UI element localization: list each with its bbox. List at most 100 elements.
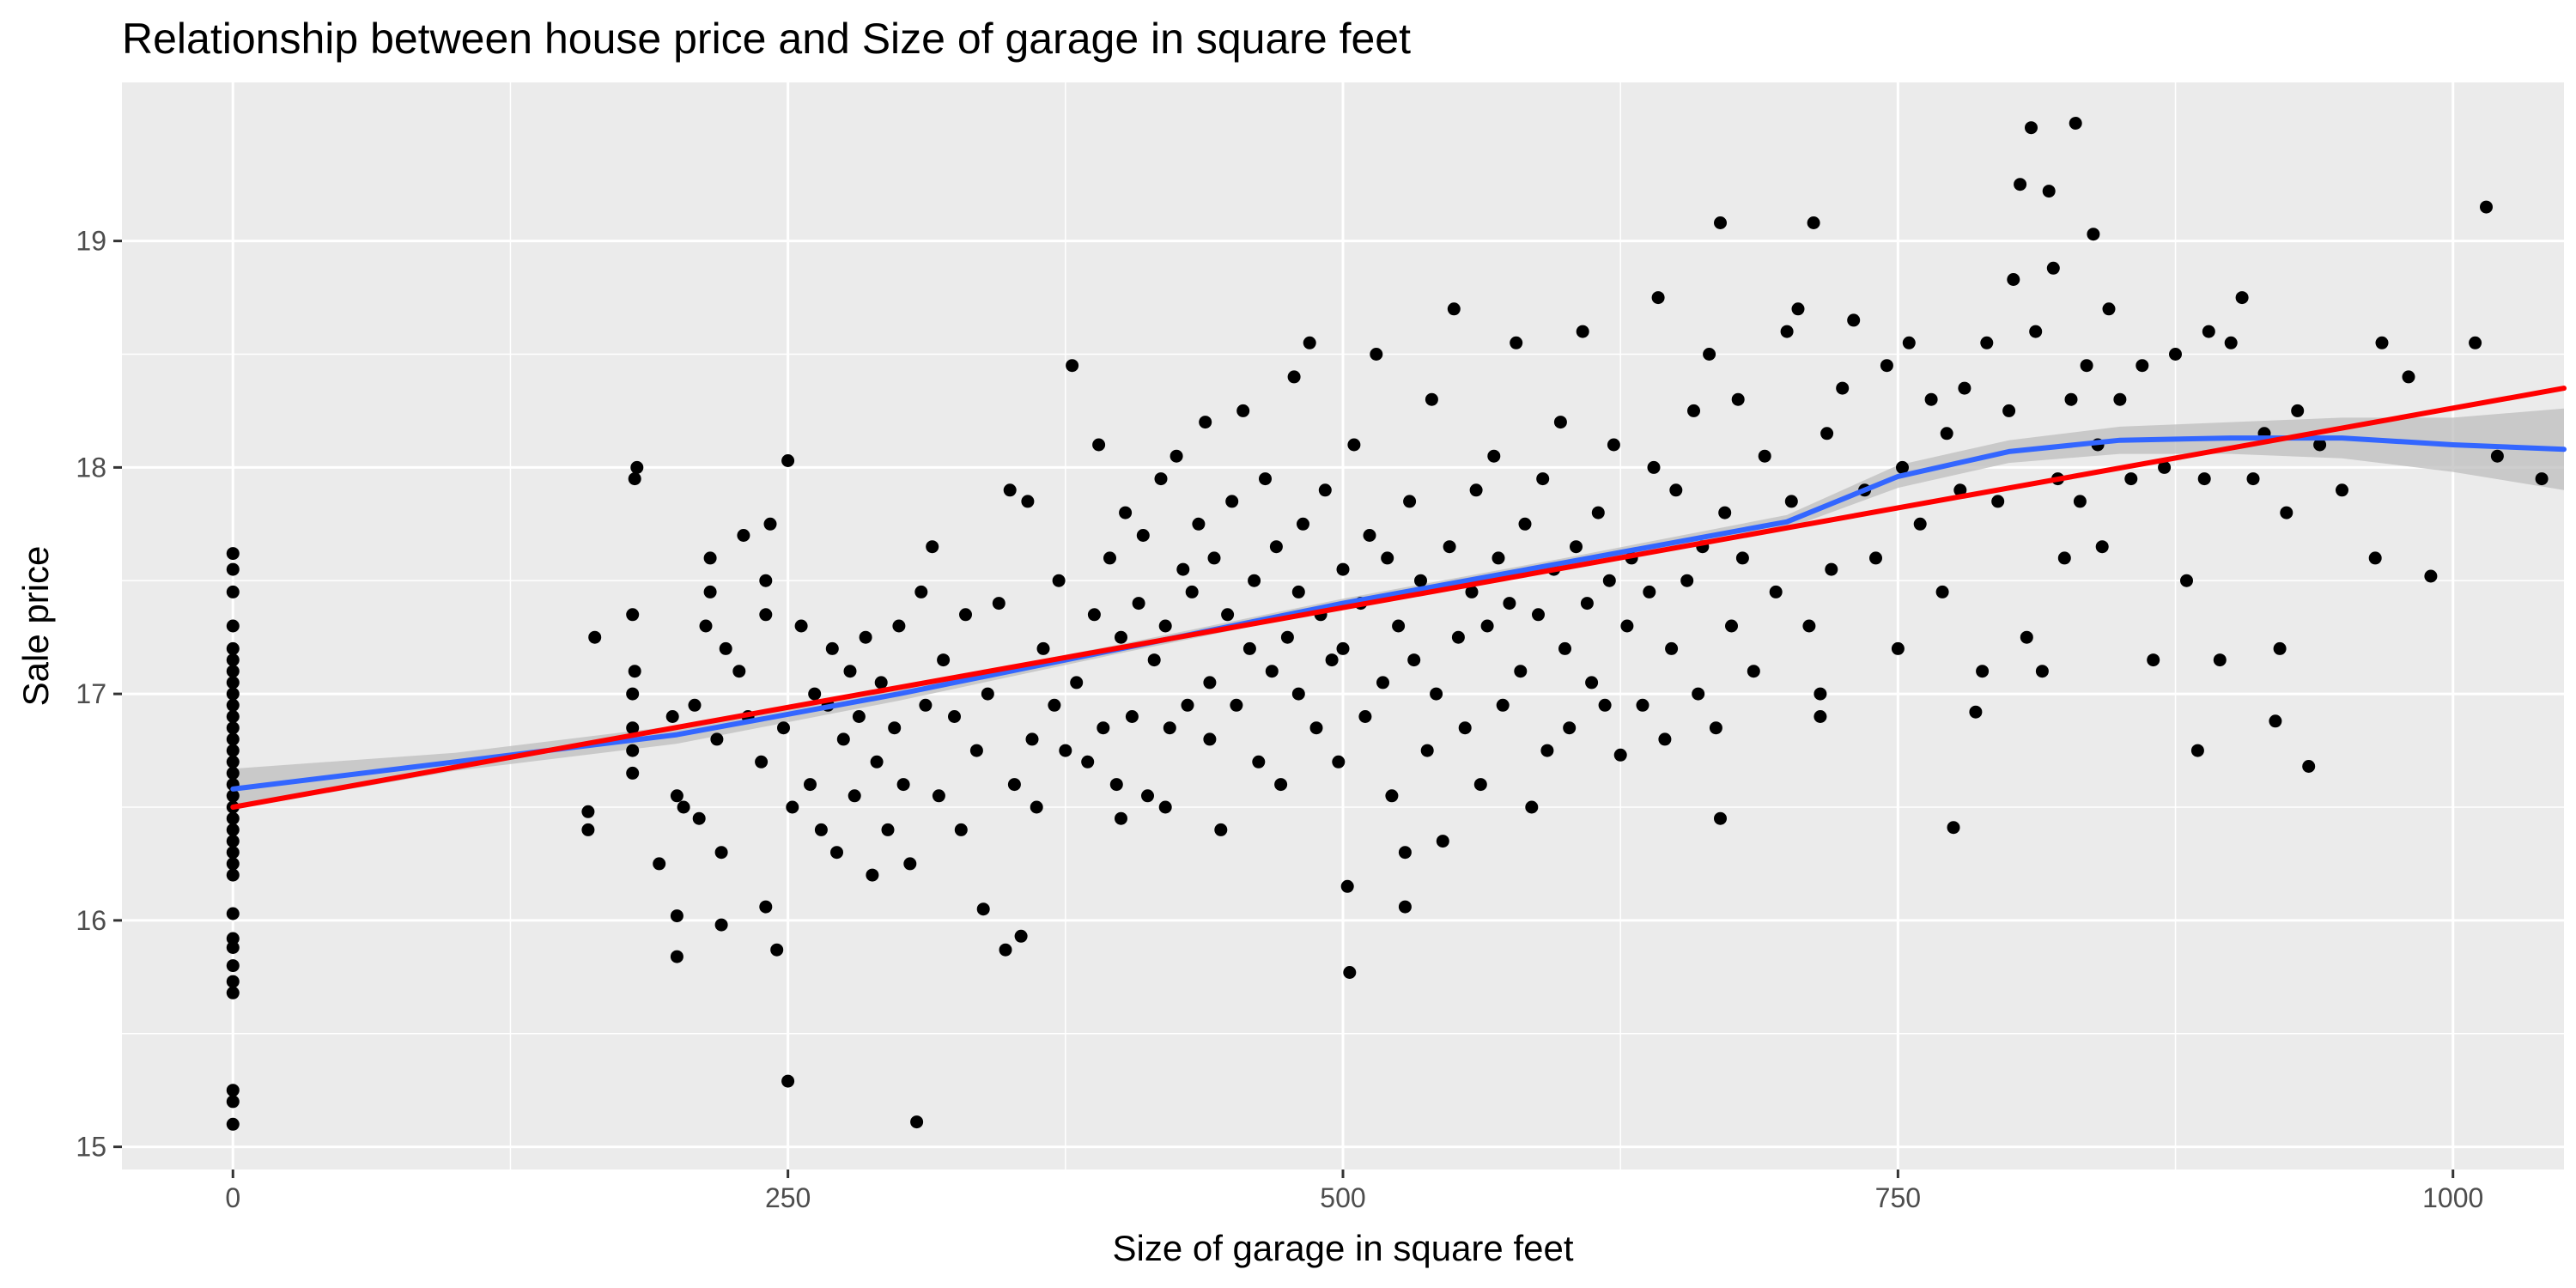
- data-point: [1274, 778, 1288, 792]
- data-point: [852, 710, 866, 723]
- data-point: [2190, 744, 2204, 757]
- data-point: [759, 900, 773, 914]
- data-point: [1087, 608, 1101, 622]
- data-point: [1103, 551, 1116, 565]
- y-tick-label: 16: [76, 905, 106, 936]
- data-point: [2213, 653, 2227, 667]
- data-point: [1902, 336, 1916, 349]
- x-tick-label: 1000: [2422, 1182, 2483, 1213]
- data-point: [881, 823, 895, 836]
- loess-fit-line: [230, 435, 2567, 792]
- data-point: [1735, 551, 1749, 565]
- data-point: [794, 619, 808, 633]
- data-point: [2313, 438, 2327, 452]
- data-point: [688, 698, 702, 712]
- data-point: [1807, 216, 1820, 229]
- data-point: [2073, 495, 2087, 508]
- data-point: [948, 710, 961, 723]
- data-point: [1540, 744, 1554, 757]
- data-point: [2007, 273, 2020, 286]
- data-point: [2336, 483, 2348, 497]
- data-point: [226, 1117, 240, 1131]
- data-point: [1158, 619, 1172, 633]
- data-point: [226, 585, 240, 598]
- data-point: [1991, 495, 2005, 508]
- data-point: [786, 800, 799, 814]
- data-point: [1940, 427, 1953, 440]
- data-point: [1398, 900, 1412, 914]
- data-point: [1007, 778, 1021, 792]
- data-point: [1141, 789, 1154, 803]
- data-point: [1703, 348, 1716, 361]
- data-point: [226, 641, 240, 655]
- x-tick-label: 500: [1320, 1182, 1365, 1213]
- data-point: [1503, 597, 1516, 611]
- data-point: [1109, 778, 1123, 792]
- data-point: [1370, 348, 1383, 361]
- data-point: [2424, 569, 2438, 583]
- data-point: [932, 789, 945, 803]
- data-point: [226, 687, 240, 701]
- data-point: [1097, 721, 1110, 735]
- data-point: [1425, 392, 1438, 406]
- data-point: [976, 902, 990, 916]
- data-point: [226, 698, 240, 712]
- data-point: [1563, 721, 1577, 735]
- data-point: [1718, 506, 1732, 519]
- data-point: [1115, 630, 1127, 644]
- data-point: [1825, 562, 1838, 576]
- data-point: [226, 1084, 240, 1097]
- data-point: [714, 918, 728, 932]
- linear-fit-line: [230, 386, 2567, 810]
- data-point: [1207, 551, 1221, 565]
- data-point: [2046, 261, 2060, 275]
- data-point: [1252, 755, 1266, 769]
- data-point: [1291, 585, 1305, 598]
- data-point: [2375, 336, 2389, 349]
- data-point: [1947, 821, 1960, 835]
- data-point: [670, 789, 683, 803]
- data-point: [1014, 929, 1028, 943]
- data-point: [1709, 721, 1722, 735]
- data-point: [1225, 495, 1239, 508]
- data-point: [814, 823, 828, 836]
- data-point: [954, 823, 968, 836]
- data-point: [937, 653, 951, 667]
- x-axis-title: Size of garage in square feet: [1112, 1228, 1573, 1268]
- data-point: [1758, 449, 1771, 463]
- data-point: [1780, 325, 1794, 338]
- data-point: [1880, 359, 1893, 373]
- data-point: [703, 585, 717, 598]
- data-point: [1332, 755, 1346, 769]
- data-point: [1392, 619, 1406, 633]
- data-point: [1820, 427, 1834, 440]
- data-point: [777, 721, 790, 735]
- data-point: [226, 789, 240, 803]
- data-point: [226, 766, 240, 780]
- data-point: [1451, 630, 1465, 644]
- data-point: [628, 665, 641, 678]
- data-point: [1070, 676, 1084, 690]
- data-point: [1059, 744, 1072, 757]
- data-point: [1576, 325, 1589, 338]
- data-point: [892, 619, 906, 633]
- data-point: [2158, 460, 2172, 474]
- data-point: [226, 721, 240, 735]
- data-point: [1318, 483, 1332, 497]
- data-point: [670, 909, 683, 923]
- data-point: [755, 755, 769, 769]
- data-point: [1492, 551, 1505, 565]
- data-point: [1953, 483, 1967, 497]
- data-point: [1214, 823, 1228, 836]
- data-point: [2246, 472, 2260, 486]
- data-point: [1340, 879, 1354, 893]
- data-point: [226, 562, 240, 576]
- data-point: [1725, 619, 1738, 633]
- data-point: [1532, 608, 1545, 622]
- data-point: [1280, 630, 1294, 644]
- data-point: [781, 454, 795, 467]
- data-point: [1958, 381, 1971, 395]
- data-point: [1651, 291, 1665, 305]
- data-point: [2280, 506, 2293, 519]
